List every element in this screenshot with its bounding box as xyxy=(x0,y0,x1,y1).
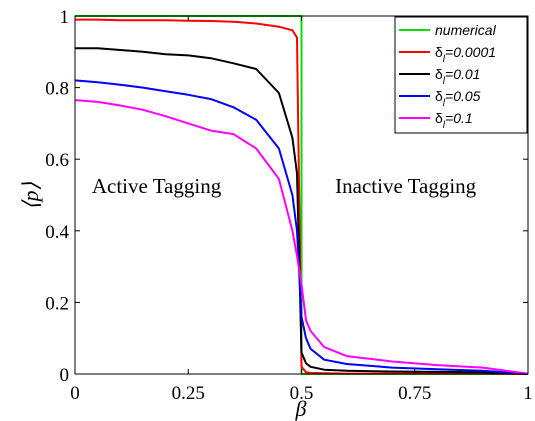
y-axis-title: ⟨p⟩ xyxy=(18,182,43,211)
legend-label-3: δl=0.05 xyxy=(435,88,481,109)
series-line-4 xyxy=(74,99,529,375)
y-tick-label-1: 0.2 xyxy=(45,293,69,314)
x-tick-label-1: 0.25 xyxy=(172,383,205,404)
y-tick-label-5: 1 xyxy=(60,7,70,28)
y-tick-label-4: 0.8 xyxy=(45,79,69,100)
y-tick-label-3: 0.6 xyxy=(45,150,69,171)
y-tick-label-2: 0.4 xyxy=(45,222,69,243)
x-tick-label-0: 0 xyxy=(70,383,80,404)
annotation-active-tagging: Active Tagging xyxy=(92,174,222,198)
y-tick-label-0: 0 xyxy=(60,365,70,386)
x-tick-label-3: 0.75 xyxy=(398,383,431,404)
legend-label-1: δl=0.0001 xyxy=(435,44,496,65)
series-line-2 xyxy=(75,47,529,375)
tick-layer: 0 0.25 0.5 0.75 1 0 0.2 0.4 0.6 0.8 1 xyxy=(45,7,533,404)
series-line-3 xyxy=(74,79,529,375)
x-tick-label-2: 0.5 xyxy=(290,383,314,404)
x-tick-label-4: 1 xyxy=(523,383,533,404)
annotation-inactive-tagging: Inactive Tagging xyxy=(335,174,477,198)
x-axis-title: β xyxy=(295,396,307,421)
legend-label-2: δl=0.01 xyxy=(435,66,480,87)
legend-label-0: numerical xyxy=(435,22,497,38)
legend-label-4: δl=0.1 xyxy=(435,110,473,131)
